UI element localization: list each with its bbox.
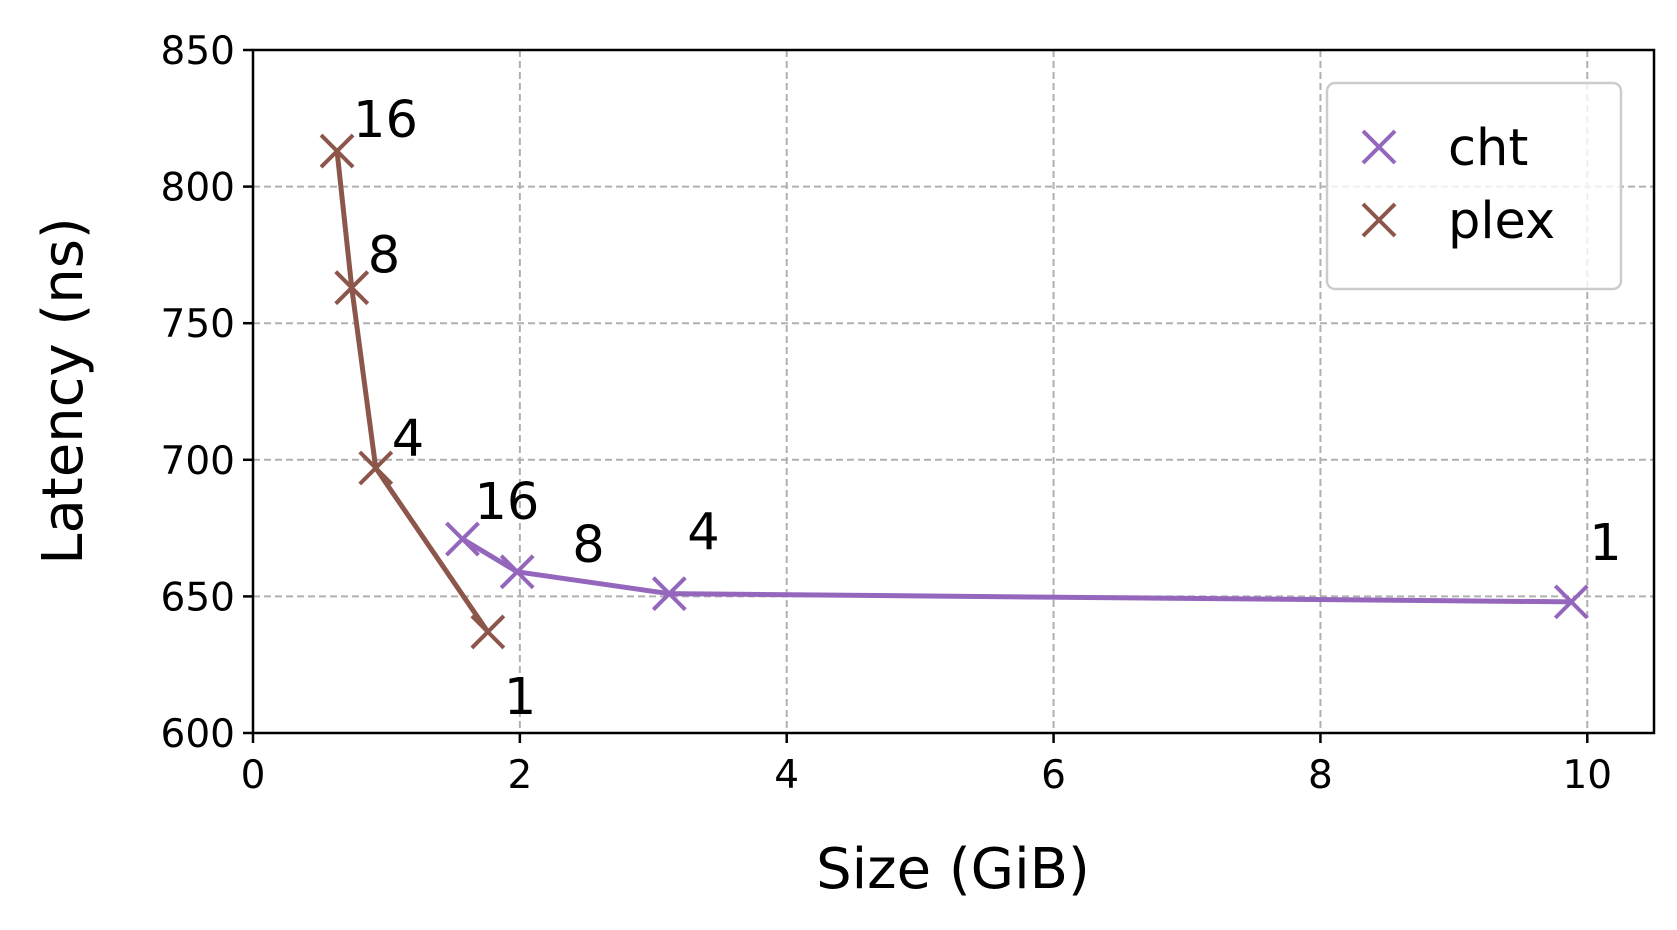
x-axis-ticks: 0 2 4 6 8 10 <box>241 733 1612 798</box>
plex-legend-marker <box>1361 202 1397 238</box>
point-labels: 16 8 4 1 16 8 4 1 <box>353 91 1622 727</box>
x-tick-label: 8 <box>1308 753 1333 798</box>
series-markers <box>319 133 1589 650</box>
cht-point-label: 1 <box>1589 514 1621 573</box>
x-tick-label: 0 <box>241 753 266 798</box>
plex-point-label: 8 <box>368 227 400 286</box>
cht-point-label: 16 <box>474 473 539 532</box>
y-tick-label: 850 <box>161 29 235 74</box>
cht-point-label: 4 <box>687 504 719 563</box>
plex-point-label: 16 <box>353 91 418 150</box>
y-axis-title: Latency (ns) <box>31 217 96 565</box>
y-tick-label: 800 <box>161 166 235 211</box>
series-lines <box>334 150 1572 634</box>
y-tick-label: 700 <box>161 439 235 484</box>
legend-box <box>1325 81 1623 291</box>
plex-point-label: 1 <box>504 668 536 727</box>
x-tick-label: 10 <box>1562 753 1612 798</box>
cht-point-marker <box>1553 584 1589 620</box>
plex-point-marker <box>319 133 355 169</box>
cht-legend-label: cht <box>1448 119 1528 178</box>
y-tick-label: 600 <box>161 712 235 757</box>
legend-entries: cht plex <box>1361 119 1555 251</box>
cht-point-marker <box>651 576 687 612</box>
x-tick-label: 2 <box>507 753 532 798</box>
cht-point-marker <box>499 554 535 590</box>
plot-area-frame <box>251 48 1656 735</box>
x-tick-label: 4 <box>774 753 799 798</box>
plex-legend-label: plex <box>1448 192 1555 251</box>
x-axis-title: Size (GiB) <box>816 837 1090 902</box>
y-axis-ticks: 600 650 700 750 800 850 <box>161 29 253 757</box>
cht-legend-marker <box>1361 129 1397 165</box>
plex-point-marker <box>358 450 394 486</box>
y-tick-label: 750 <box>161 302 235 347</box>
plex-point-label: 4 <box>392 410 424 469</box>
plex-point-marker <box>470 614 506 650</box>
plex-series-line <box>334 150 490 634</box>
x-tick-label: 6 <box>1041 753 1066 798</box>
plex-point-marker <box>334 270 370 306</box>
cht-point-label: 8 <box>572 516 604 575</box>
cht-point-marker <box>445 521 480 557</box>
cht-series-line <box>461 536 1572 605</box>
legend: cht plex <box>1325 81 1623 291</box>
y-tick-label: 650 <box>161 575 235 620</box>
